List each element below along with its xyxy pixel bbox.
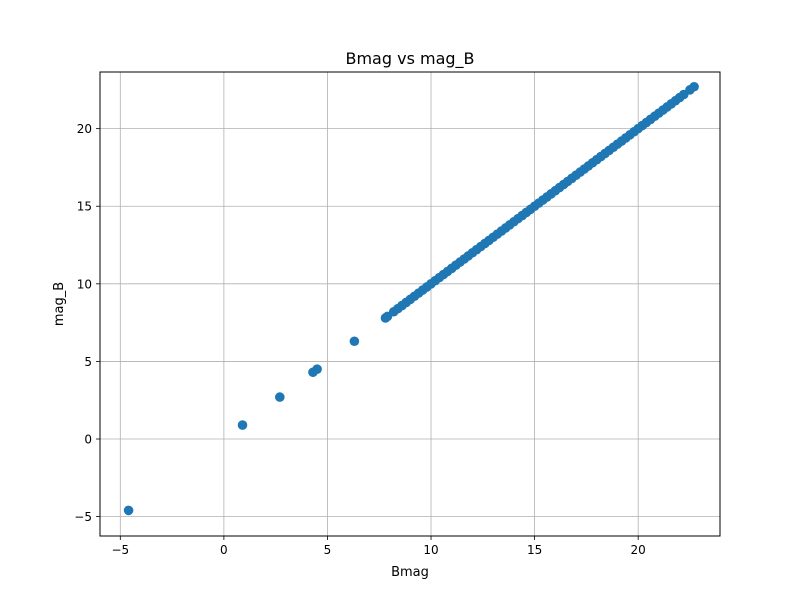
data-point [275, 392, 285, 402]
x-tick-label: 15 [527, 543, 542, 557]
grid [100, 72, 720, 536]
chart-title: Bmag vs mag_B [345, 49, 474, 69]
data-point [312, 364, 322, 374]
y-tick-label: 15 [77, 200, 92, 214]
x-tick-label: 20 [631, 543, 646, 557]
y-tick-label: 0 [84, 433, 92, 447]
y-axis-label: mag_B [52, 282, 67, 326]
data-points [123, 81, 699, 516]
x-tick-label: 10 [423, 543, 438, 557]
y-tick-label: 10 [77, 277, 92, 291]
y-tick-label: 20 [77, 122, 92, 136]
y-tick-label: 5 [84, 355, 92, 369]
x-tick-label: −5 [111, 543, 129, 557]
data-point [349, 336, 360, 347]
plot-area-frame [99, 71, 721, 537]
data-point [123, 505, 134, 516]
x-axis-label: Bmag [391, 565, 429, 580]
data-point [689, 81, 699, 92]
data-point [237, 420, 248, 430]
x-axis-ticks: −5 0 5 10 15 20 [111, 536, 646, 557]
x-tick-label: 5 [324, 543, 332, 557]
y-tick-label: −5 [74, 510, 92, 524]
y-axis-ticks: −5 0 5 10 15 20 [74, 122, 100, 524]
x-tick-label: 0 [220, 543, 228, 557]
